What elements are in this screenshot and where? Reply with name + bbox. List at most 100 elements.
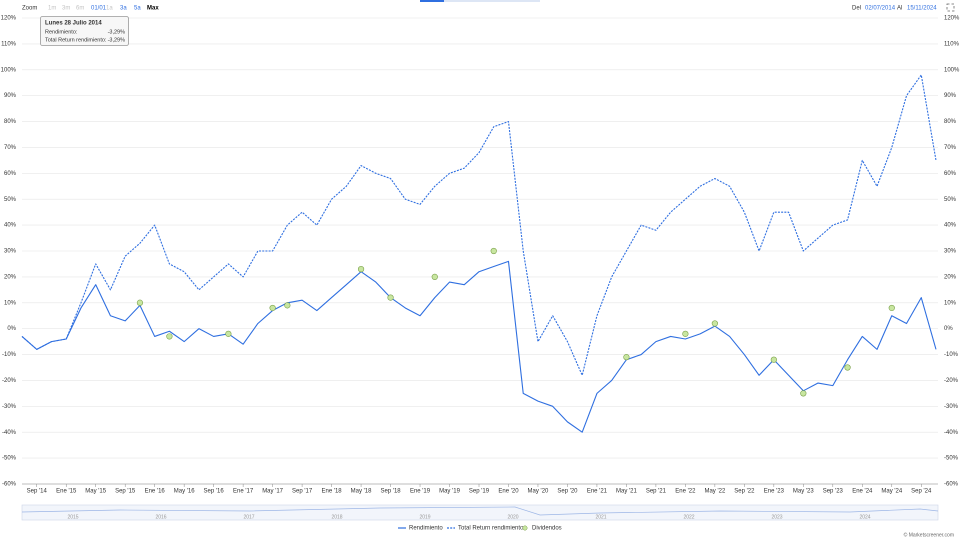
x-tick-label: May '20	[528, 489, 549, 495]
y-tick-label: 40%	[4, 223, 17, 229]
x-tick-label: Ene '24	[852, 489, 873, 495]
zoom-button[interactable]: 3m	[62, 6, 70, 12]
legend: Rendimiento Total Return rendimiento Divid…	[398, 525, 562, 532]
legend-marker[interactable]	[522, 525, 528, 531]
y-tick-label-right: 120%	[944, 16, 960, 22]
navigator-years: 2015 2016 2017 2018 2019 2020 2021 2022 2023 2024	[67, 514, 870, 520]
x-tick-label: Sep '18	[380, 489, 401, 495]
dividend-marker	[431, 273, 438, 280]
dividend-marker	[711, 320, 718, 327]
y-tick-label: 100%	[1, 67, 17, 73]
dividend-marker	[136, 299, 144, 306]
tooltip-value: -3,29%	[108, 37, 126, 43]
y-tick-label: 80%	[4, 119, 17, 125]
dividend-marker	[357, 266, 365, 273]
dividend-marker	[269, 304, 276, 312]
y-tick-label: -30%	[2, 404, 17, 410]
x-tick-label: Ene '20	[498, 489, 519, 495]
y-tick-label: 70%	[4, 145, 17, 151]
navigator-outline	[21, 506, 939, 516]
navigator-year: 2022	[683, 514, 694, 520]
zoom-button[interactable]: 01/01	[91, 6, 107, 12]
x-tick-label: Sep '24	[911, 489, 932, 495]
dividend-marker	[844, 364, 851, 371]
dividend-marker	[623, 354, 630, 361]
y-tick-label: -40%	[2, 430, 17, 436]
x-tick-label: May '16	[174, 489, 195, 495]
navigator-year: 2021	[595, 514, 606, 520]
y-tick-label: 120%	[1, 16, 17, 22]
plot	[21, 74, 937, 433]
tooltip-value: -3,29%	[108, 29, 126, 35]
navigator[interactable]	[21, 504, 939, 521]
y-tick-label-right: -60%	[944, 482, 959, 488]
navigator-year: 2019	[419, 514, 430, 520]
tooltip-label: Total Return rendimiento:	[45, 37, 107, 43]
y-tick-label-right: 110%	[944, 41, 960, 47]
x-tick-label: May '22	[704, 489, 725, 495]
zoom-buttons: 1m 3m 6m 01/01 1a 3a 5a Max	[48, 6, 159, 12]
tab-indicator	[444, 0, 540, 2]
zoom-button[interactable]: Max	[147, 6, 159, 12]
x-tick-label: Ene '16	[145, 489, 166, 495]
navigator-year: 2023	[771, 514, 782, 520]
dividend-marker	[888, 304, 895, 312]
tooltip-label: Rendimiento:	[45, 29, 78, 35]
y-tick-label: 50%	[4, 197, 17, 203]
zoom-label: Zoom	[22, 6, 37, 12]
x-tick-label: Sep '17	[292, 489, 313, 495]
range-from[interactable]: 02/07/2014	[865, 6, 896, 12]
y-tick-label-right: 80%	[944, 119, 957, 125]
y-tick-label-right: 70%	[944, 145, 957, 151]
y-tick-label-right: -20%	[944, 378, 959, 384]
x-tick-label: Sep '23	[823, 489, 844, 495]
navigator-year: 2020	[507, 514, 518, 520]
grid: 120% 120% 110% 110% 100% 100% 90% 90% 80% 80% 70% 7…	[1, 16, 960, 495]
y-tick-label-right: 50%	[944, 197, 957, 203]
total-return-line	[21, 74, 937, 376]
range-to[interactable]: 15/11/2024	[907, 6, 937, 12]
x-tick-label: Ene '23	[764, 489, 785, 495]
y-tick-label: 0%	[7, 326, 16, 332]
x-tick-label: May '18	[351, 489, 372, 495]
x-tick-label: Sep '21	[646, 489, 667, 495]
tooltip-title: Lunes 28 Julio 2014	[45, 21, 102, 27]
dividend-marker	[800, 390, 807, 397]
legend-label[interactable]: Total Return rendimiento	[458, 526, 524, 532]
y-tick-label: -50%	[2, 456, 17, 462]
x-tick-label: May '17	[262, 489, 283, 495]
legend-label[interactable]: Dividendos	[532, 526, 562, 532]
x-tick-label: Sep '14	[27, 489, 48, 495]
navigator-year: 2017	[243, 514, 254, 520]
navigator-year: 2018	[331, 514, 342, 520]
zoom-button[interactable]: 1m	[48, 6, 56, 12]
y-tick-label: 110%	[1, 41, 17, 47]
zoom-button[interactable]: 1a	[106, 6, 113, 12]
x-tick-label: May '19	[439, 489, 460, 495]
zoom-button[interactable]: 3a	[120, 6, 127, 12]
x-tick-label: May '23	[793, 489, 814, 495]
dividend-marker	[166, 333, 173, 340]
x-tick-label: Sep '20	[557, 489, 578, 495]
x-tick-label: May '24	[881, 489, 902, 495]
dividend-marker	[284, 302, 291, 309]
y-tick-label-right: -50%	[944, 456, 959, 462]
zoom-button[interactable]: 5a	[134, 6, 141, 12]
legend-label[interactable]: Rendimiento	[409, 526, 443, 532]
x-tick-label: May '15	[85, 489, 106, 495]
y-tick-label: -10%	[2, 352, 17, 358]
tooltip: Lunes 28 Julio 2014 Rendimiento: -3,29% …	[40, 16, 129, 46]
x-tick-label: Ene '18	[321, 489, 342, 495]
y-tick-label-right: 90%	[944, 93, 957, 99]
y-tick-label-right: 10%	[944, 300, 957, 306]
x-tick-label: Ene '21	[587, 489, 608, 495]
dividend-marker	[770, 356, 777, 363]
zoom-button[interactable]: 6m	[76, 6, 84, 12]
range-label: Al	[897, 6, 902, 12]
fullscreen-button[interactable]	[946, 3, 955, 12]
x-tick-label: Ene '19	[410, 489, 431, 495]
navigator-year: 2024	[859, 514, 870, 520]
y-tick-label: 10%	[4, 300, 17, 306]
